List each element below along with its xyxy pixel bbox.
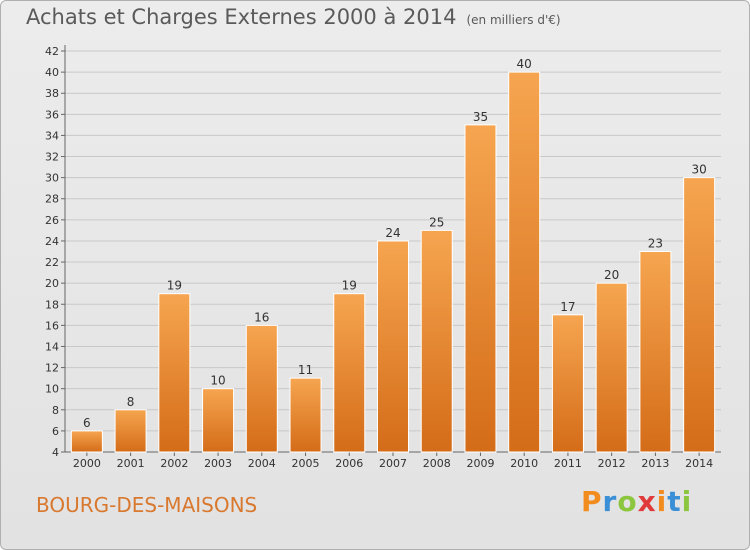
bar-2002: [158, 293, 191, 453]
x-tick-label: 2004: [248, 457, 276, 470]
commune-name: BOURG-DES-MAISONS: [36, 493, 258, 517]
x-tick-label: 2002: [160, 457, 188, 470]
unit-label: (en milliers d'€): [466, 13, 561, 27]
y-tick-label: 6: [52, 425, 59, 438]
data-label-2006: 19: [342, 279, 357, 293]
y-tick-label: 20: [45, 277, 59, 290]
logo-letter: o: [617, 485, 638, 518]
bar-2005: [289, 377, 322, 453]
x-tick-label: 2000: [73, 457, 101, 470]
bar-2009: [464, 124, 497, 453]
y-tick-label: 12: [45, 362, 59, 375]
data-label-2008: 25: [429, 215, 444, 229]
y-tick-label: 10: [45, 383, 59, 396]
data-label-2013: 23: [648, 237, 663, 251]
data-label-2011: 17: [560, 300, 575, 314]
y-tick-label: 26: [45, 214, 59, 227]
data-label-2010: 40: [517, 57, 532, 71]
data-label-2007: 24: [385, 226, 400, 240]
data-label-2002: 19: [167, 279, 182, 293]
x-tick-label: 2010: [510, 457, 538, 470]
bars: [70, 71, 716, 453]
y-tick-label: 4: [52, 446, 59, 459]
x-tick-label: 2013: [641, 457, 669, 470]
y-tick-label: 28: [45, 193, 59, 206]
bar-2013: [639, 251, 672, 453]
x-tick-label: 2006: [335, 457, 363, 470]
data-labels: 6 8 19 10 16 11 19 24 25 35 40 17 20 23 30: [83, 57, 707, 430]
bar-2000: [70, 430, 103, 453]
bar-2007: [377, 240, 409, 453]
bar-2006: [333, 293, 366, 453]
logo-letter: t: [667, 485, 682, 518]
logo-letter: r: [602, 485, 618, 518]
data-label-2012: 20: [604, 268, 619, 282]
y-tick-labels: 4 6 8 10 12 14 16 18 20 22 24 26 28 30 32 34 36 38 40 42: [45, 45, 59, 459]
x-tick-label: 2014: [685, 457, 713, 470]
y-tick-label: 38: [45, 87, 59, 100]
data-label-2014: 30: [691, 163, 706, 177]
x-tick-label: 2003: [204, 457, 232, 470]
data-label-2004: 16: [254, 310, 269, 324]
data-label-2005: 11: [298, 363, 313, 377]
bar-2008: [420, 229, 453, 453]
logo-letter: x: [637, 485, 657, 518]
x-tick-labels: 2000 2001 2002 2003 2004 2005 2006 2007 2008 2009…: [73, 457, 713, 470]
data-label-2003: 10: [210, 374, 225, 388]
logo-letter: i: [681, 485, 693, 518]
x-tick-label: 2009: [466, 457, 494, 470]
x-tick-label: 2012: [598, 457, 626, 470]
y-tick-label: 40: [45, 66, 59, 79]
chart-title: Achats et Charges Externes 2000 à 2014 (e…: [26, 5, 561, 29]
y-tick-label: 30: [45, 172, 59, 185]
data-label-2009: 35: [473, 110, 488, 124]
bar-2014: [683, 177, 716, 453]
data-label-2001: 8: [127, 395, 135, 409]
y-tick-label: 34: [45, 129, 59, 142]
x-tick-label: 2001: [117, 457, 145, 470]
bar-2003: [202, 388, 235, 453]
y-tick-label: 18: [45, 298, 59, 311]
x-tick-label: 2011: [554, 457, 582, 470]
y-tick-label: 22: [45, 256, 59, 269]
y-tick-label: 32: [45, 151, 59, 164]
x-tick-label: 2007: [379, 457, 407, 470]
y-tick-label: 42: [45, 45, 59, 58]
bar-2011: [551, 314, 584, 453]
y-tick-label: 16: [45, 319, 59, 332]
title-text: Achats et Charges Externes 2000 à 2014: [26, 5, 457, 29]
logo-letter: i: [656, 485, 668, 518]
x-tick-label: 2005: [292, 457, 320, 470]
data-label-2000: 6: [83, 416, 91, 430]
y-tick-label: 36: [45, 108, 59, 121]
bar-2004: [245, 324, 278, 453]
y-tick-label: 14: [45, 340, 59, 353]
bar-2012: [595, 282, 628, 453]
bar-2001: [114, 409, 147, 453]
y-tick-label: 24: [45, 235, 59, 248]
logo-letter: P: [581, 485, 603, 518]
x-tick-label: 2008: [423, 457, 451, 470]
y-tick-label: 8: [52, 404, 59, 417]
proxiti-logo[interactable]: Proxiti: [581, 485, 692, 518]
bar-2010: [508, 71, 541, 453]
